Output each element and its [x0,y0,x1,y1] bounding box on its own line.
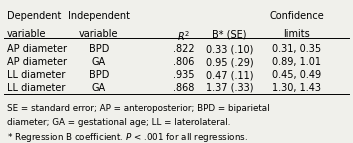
Text: .868: .868 [173,83,194,93]
Text: 0.33 (.10): 0.33 (.10) [206,44,253,54]
Text: variable: variable [79,29,119,39]
Text: variable: variable [7,29,47,39]
Text: .806: .806 [173,57,194,67]
Text: AP diameter: AP diameter [7,44,67,54]
Text: $R^2$: $R^2$ [177,29,190,43]
Text: 0.89, 1.01: 0.89, 1.01 [272,57,321,67]
Text: 0.45, 0.49: 0.45, 0.49 [272,70,321,80]
Text: BPD: BPD [89,70,109,80]
Text: BPD: BPD [89,44,109,54]
Text: .935: .935 [173,70,194,80]
Text: LL diameter: LL diameter [7,83,65,93]
Text: Confidence: Confidence [269,11,324,21]
Text: limits: limits [283,29,310,39]
Text: 1.30, 1.43: 1.30, 1.43 [272,83,321,93]
Text: Independent: Independent [68,11,130,21]
Text: AP diameter: AP diameter [7,57,67,67]
Text: 0.47 (.11): 0.47 (.11) [206,70,253,80]
Text: GA: GA [92,83,106,93]
Text: SE = standard error; AP = anteroposterior; BPD = biparietal: SE = standard error; AP = anteroposterio… [7,104,270,113]
Text: diameter; GA = gestational age; LL = laterolateral.: diameter; GA = gestational age; LL = lat… [7,118,231,127]
Text: 0.95 (.29): 0.95 (.29) [206,57,253,67]
Text: 0.31, 0.35: 0.31, 0.35 [272,44,321,54]
Text: GA: GA [92,57,106,67]
Text: .822: .822 [173,44,195,54]
Text: B* (SE): B* (SE) [212,29,247,39]
Text: 1.37 (.33): 1.37 (.33) [206,83,253,93]
Text: * Regression B coefficient. $P$ < .001 for all regressions.: * Regression B coefficient. $P$ < .001 f… [7,131,248,143]
Text: LL diameter: LL diameter [7,70,65,80]
Text: Dependent: Dependent [7,11,61,21]
